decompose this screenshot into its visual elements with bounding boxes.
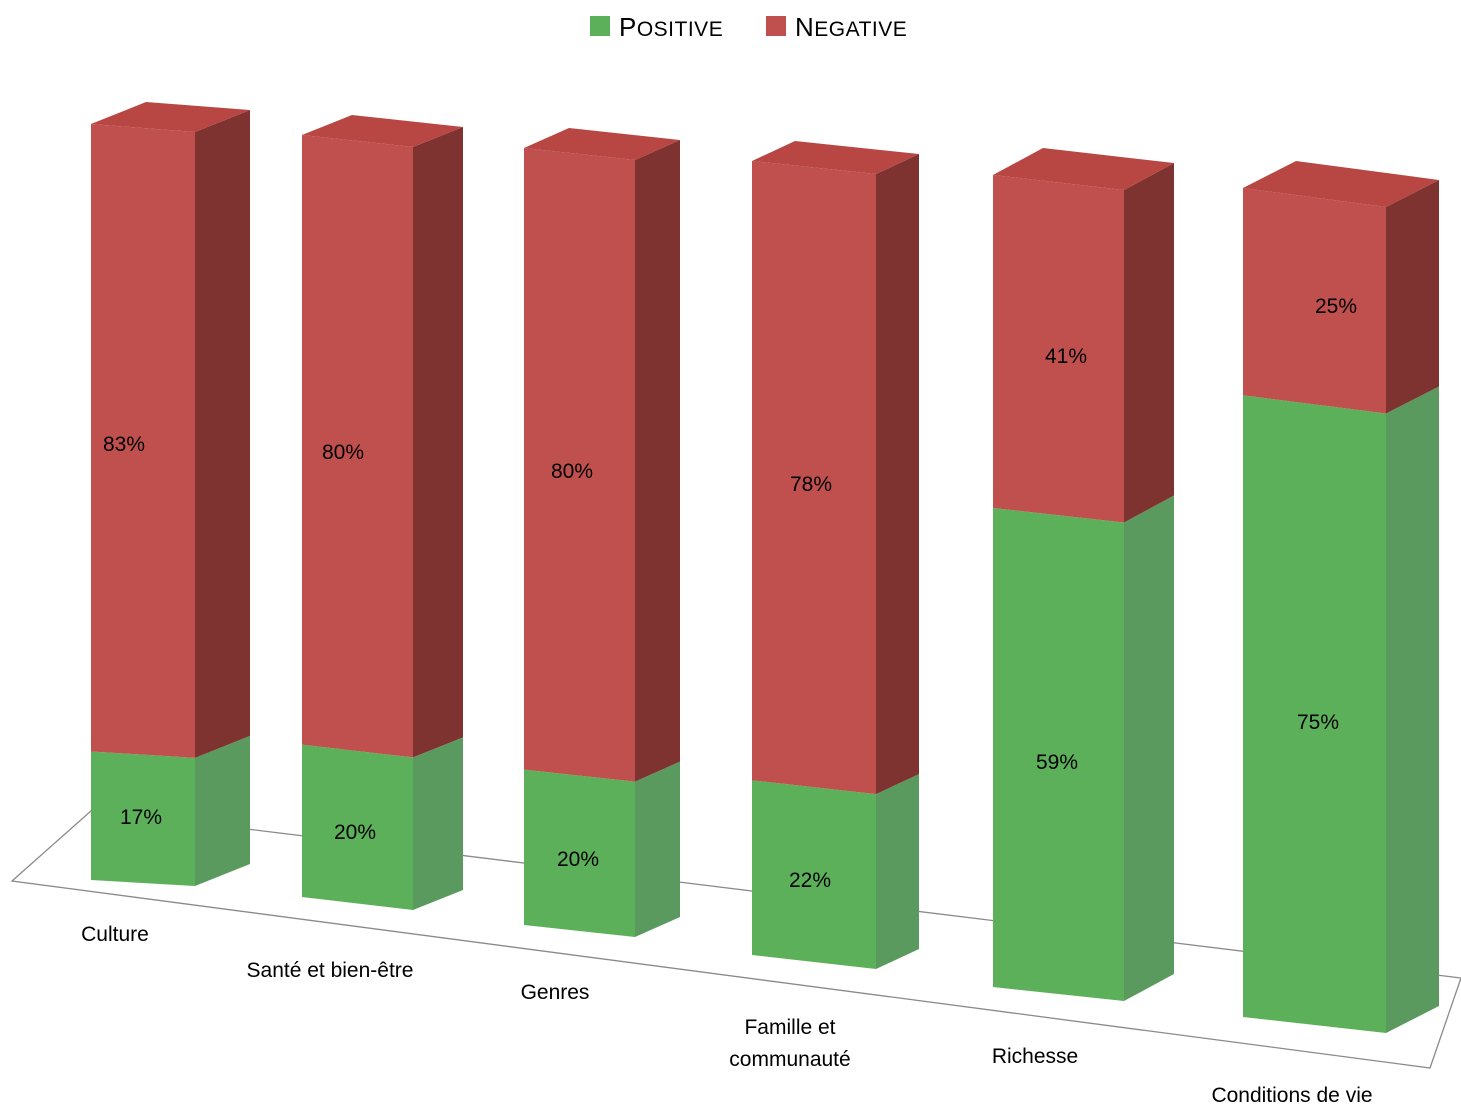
category-label-0: Culture bbox=[81, 923, 149, 946]
bar-positive-2 bbox=[524, 769, 635, 937]
bar-negative-1 bbox=[302, 135, 413, 758]
category-label-4: Richesse bbox=[992, 1045, 1078, 1068]
legend-swatch-positive bbox=[590, 16, 610, 36]
bars-layer bbox=[91, 102, 1439, 1033]
bar-negative-2 bbox=[524, 148, 635, 782]
legend-swatch-negative bbox=[766, 16, 786, 36]
data-label-negative-4: 41% bbox=[1045, 345, 1087, 368]
bar-negative-side-2 bbox=[635, 140, 680, 782]
bar-negative-side-0 bbox=[195, 110, 250, 758]
chart-floor bbox=[10, 809, 1461, 1069]
bar-positive-side-2 bbox=[635, 761, 680, 937]
data-labels-layer: 17% 83% 20% 80% 20% 80% 22% 78% 59% 41% 75% 25% bbox=[103, 295, 1357, 892]
bar-negative-side-1 bbox=[413, 127, 463, 758]
data-label-positive-1: 20% bbox=[334, 821, 376, 844]
bar-negative-4 bbox=[993, 175, 1124, 523]
bar-top-3 bbox=[752, 141, 919, 174]
bar-negative-3 bbox=[752, 161, 876, 795]
category-label-1: Santé et bien-être bbox=[247, 959, 414, 982]
category-axis: Culture Santé et bien-être Genres Famille e… bbox=[81, 923, 1372, 1107]
category-label-3-line-1: communauté bbox=[729, 1048, 850, 1071]
data-label-negative-2: 80% bbox=[551, 460, 593, 483]
data-label-positive-3: 22% bbox=[789, 869, 831, 892]
bar-negative-0 bbox=[91, 124, 195, 758]
bar-positive-5 bbox=[1243, 395, 1386, 1033]
bar-positive-side-5 bbox=[1386, 386, 1439, 1033]
bar-top-1 bbox=[302, 115, 463, 147]
data-label-positive-4: 59% bbox=[1036, 751, 1078, 774]
data-label-negative-5: 25% bbox=[1315, 295, 1357, 318]
bar-positive-side-4 bbox=[1124, 495, 1174, 1001]
category-label-2: Genres bbox=[521, 981, 590, 1004]
bar-negative-side-5 bbox=[1386, 180, 1439, 414]
bar-top-4 bbox=[993, 148, 1174, 190]
bar-positive-0 bbox=[91, 751, 195, 886]
legend-label-positive: POSITIVE bbox=[619, 12, 723, 42]
bar-negative-side-3 bbox=[876, 154, 919, 795]
bar-positive-side-1 bbox=[413, 737, 463, 910]
category-label-5: Conditions de vie bbox=[1211, 1084, 1372, 1107]
bar-positive-3 bbox=[752, 780, 876, 969]
bar-positive-side-0 bbox=[195, 735, 250, 886]
bar-negative-5 bbox=[1243, 188, 1386, 414]
category-label-3-line-0: Famille et bbox=[744, 1016, 835, 1039]
data-label-negative-3: 78% bbox=[790, 473, 832, 496]
bar-positive-side-3 bbox=[876, 774, 919, 969]
bar-top-5 bbox=[1243, 161, 1439, 207]
data-label-positive-2: 20% bbox=[557, 848, 599, 871]
data-label-positive-0: 17% bbox=[120, 806, 162, 829]
data-label-positive-5: 75% bbox=[1297, 711, 1339, 734]
bar-top-0 bbox=[91, 102, 250, 132]
data-label-negative-0: 83% bbox=[103, 433, 145, 456]
bar-positive-1 bbox=[302, 744, 413, 910]
bar-positive-4 bbox=[993, 507, 1124, 1001]
legend-label-negative: NEGATIVE bbox=[795, 12, 907, 42]
bar-negative-side-4 bbox=[1124, 163, 1174, 523]
bar-top-2 bbox=[524, 128, 680, 160]
data-label-negative-1: 80% bbox=[322, 441, 364, 464]
legend: POSITIVE NEGATIVE bbox=[590, 12, 907, 42]
